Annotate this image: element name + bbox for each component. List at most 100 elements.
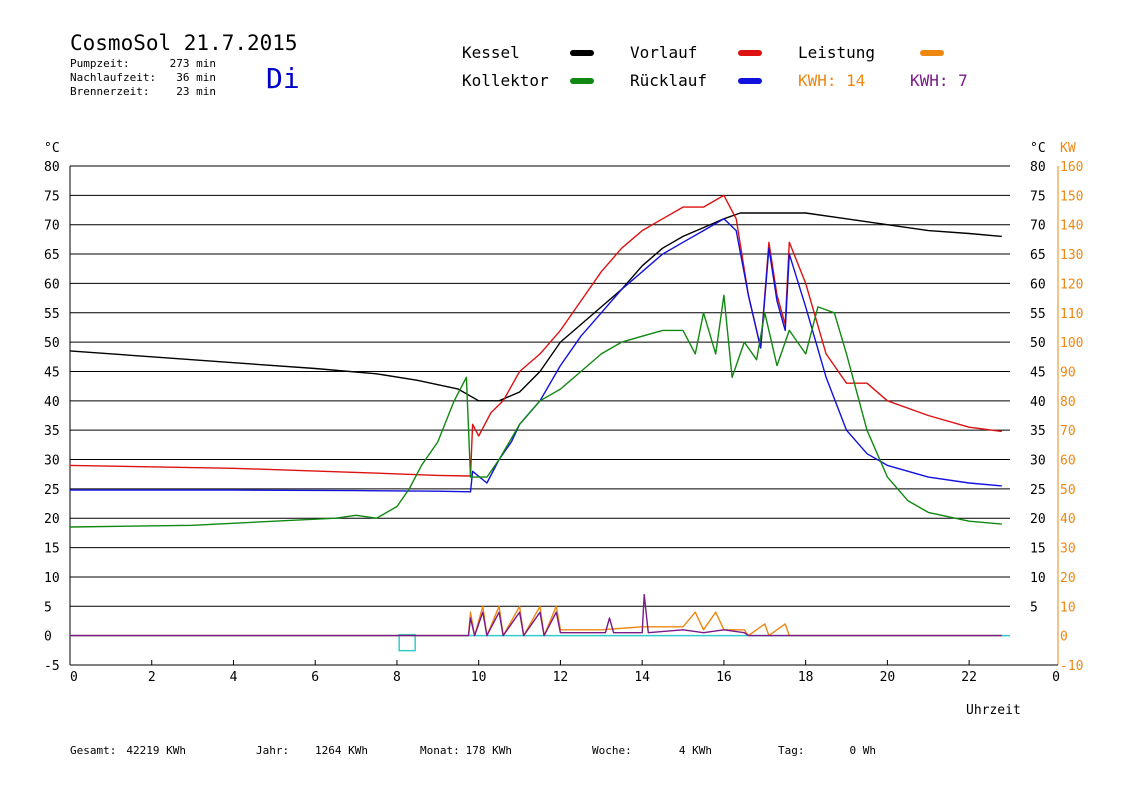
footer-value: 42219 KWh xyxy=(126,744,186,757)
y-tick-label-right-power: 150 xyxy=(1060,189,1083,204)
footer-label: Gesamt: xyxy=(70,744,116,757)
series-line-vorlauf xyxy=(69,194,1002,477)
y-tick-label-right-power: 110 xyxy=(1060,307,1083,322)
y-tick-label-right-power: 30 xyxy=(1060,542,1076,557)
y-tick-label-left: 5 xyxy=(44,600,52,615)
y-tick-label-right-power: 120 xyxy=(1060,277,1083,292)
x-tick-label: 12 xyxy=(553,670,569,685)
y-tick-label-right-power: 70 xyxy=(1060,424,1076,439)
y-tick-label-right-temp: 5 xyxy=(1030,600,1038,615)
footer-label: Woche: xyxy=(592,744,632,757)
y-tick-label-right-temp: 75 xyxy=(1030,189,1046,204)
y-tick-label-right-temp: 80 xyxy=(1030,160,1046,175)
y-tick-label-left: 25 xyxy=(44,483,60,498)
y-tick-label-right-temp: 20 xyxy=(1030,512,1046,527)
x-tick-label: 14 xyxy=(634,670,650,685)
x-tick-label: 0 xyxy=(1052,670,1060,685)
y-tick-label-right-power: 60 xyxy=(1060,454,1076,469)
y-tick-label-right-temp: 10 xyxy=(1030,571,1046,586)
stat-value: 23 min xyxy=(176,85,216,98)
legend-label: Vorlauf xyxy=(630,43,697,62)
x-tick-label: 0 xyxy=(70,670,78,685)
series-line-leistung xyxy=(70,605,1002,637)
y-tick-label-right-power: 90 xyxy=(1060,365,1076,380)
y-tick-label-right-temp: 65 xyxy=(1030,248,1046,263)
left-axis-unit: °C xyxy=(44,141,60,156)
right-axis-unit-temp: °C xyxy=(1030,141,1046,156)
y-tick-label-right-temp: 45 xyxy=(1030,365,1046,380)
y-tick-label-right-power: 10 xyxy=(1060,600,1076,615)
y-tick-label-left: 75 xyxy=(44,189,60,204)
x-tick-label: 16 xyxy=(716,670,732,685)
y-tick-label-right-power: 0 xyxy=(1060,630,1068,645)
y-tick-label-right-temp: 40 xyxy=(1030,395,1046,410)
legend-label: Kollektor xyxy=(462,71,549,90)
stat-value: 36 min xyxy=(176,71,216,84)
weekday-label: Di xyxy=(266,62,300,95)
y-tick-label-left: 45 xyxy=(44,365,60,380)
x-tick-label: 6 xyxy=(311,670,319,685)
footer-label: Tag: xyxy=(778,744,805,757)
x-tick-label: 8 xyxy=(393,670,401,685)
y-tick-label-right-temp: 70 xyxy=(1030,219,1046,234)
stat-label: Nachlaufzeit: xyxy=(70,71,156,84)
footer-value: 1264 KWh xyxy=(315,744,368,757)
stat-label: Pumpzeit: xyxy=(70,57,130,70)
y-tick-label-left: 60 xyxy=(44,277,60,292)
x-tick-label: 18 xyxy=(798,670,814,685)
y-tick-label-right-temp: 50 xyxy=(1030,336,1046,351)
footer-value: 4 KWh xyxy=(679,744,712,757)
x-tick-label: 2 xyxy=(148,670,156,685)
right-axis-unit-power: KW xyxy=(1060,141,1076,156)
footer-label: Monat: xyxy=(420,744,460,757)
x-tick-label: 22 xyxy=(961,670,977,685)
y-tick-label-right-power: 130 xyxy=(1060,248,1083,263)
y-tick-label-right-temp: 55 xyxy=(1030,307,1046,322)
y-tick-label-left: 80 xyxy=(44,160,60,175)
legend-label: Leistung xyxy=(798,43,875,62)
y-tick-label-left: 55 xyxy=(44,307,60,322)
stat-value: 273 min xyxy=(170,57,216,70)
stat-label: Brennerzeit: xyxy=(70,85,149,98)
y-tick-label-left: 15 xyxy=(44,542,60,557)
y-tick-label-right-temp: 15 xyxy=(1030,542,1046,557)
y-tick-label-left: -5 xyxy=(44,659,60,674)
x-axis-label: Uhrzeit xyxy=(966,703,1021,718)
series-line-kessel xyxy=(69,212,1002,402)
y-tick-label-right-power: 100 xyxy=(1060,336,1083,351)
page-title: CosmoSol 21.7.2015 xyxy=(70,31,298,55)
kwh-secondary-label: KWH: 7 xyxy=(910,71,968,90)
y-tick-label-right-temp: 35 xyxy=(1030,424,1046,439)
time-marker xyxy=(398,633,416,652)
y-tick-label-left: 35 xyxy=(44,424,60,439)
y-tick-label-left: 0 xyxy=(44,630,52,645)
y-tick-label-left: 65 xyxy=(44,248,60,263)
footer-label: Jahr: xyxy=(256,744,289,757)
y-tick-label-right-power: 20 xyxy=(1060,571,1076,586)
kwh-total-label: KWH: 14 xyxy=(798,71,865,90)
y-tick-label-left: 10 xyxy=(44,571,60,586)
series-line-kwh-7 xyxy=(70,593,1002,637)
y-tick-label-left: 40 xyxy=(44,395,60,410)
legend-label: Kessel xyxy=(462,43,520,62)
y-tick-label-left: 50 xyxy=(44,336,60,351)
series-line-kollektor xyxy=(69,294,1002,528)
y-tick-label-left: 70 xyxy=(44,219,60,234)
legend-label: Rücklauf xyxy=(630,71,707,90)
x-tick-label: 10 xyxy=(471,670,487,685)
y-tick-label-right-power: 50 xyxy=(1060,483,1076,498)
y-tick-label-right-power: 160 xyxy=(1060,160,1083,175)
y-tick-label-right-temp: 25 xyxy=(1030,483,1046,498)
y-tick-label-right-power: 40 xyxy=(1060,512,1076,527)
y-tick-label-right-temp: 60 xyxy=(1030,277,1046,292)
y-tick-label-right-power: 140 xyxy=(1060,219,1083,234)
series-line-r-cklauf xyxy=(70,218,1002,493)
footer-value: 178 KWh xyxy=(466,744,512,757)
x-tick-label: 4 xyxy=(230,670,238,685)
y-tick-label-left: 30 xyxy=(44,454,60,469)
y-tick-label-right-temp: 30 xyxy=(1030,454,1046,469)
y-tick-label-right-power: 80 xyxy=(1060,395,1076,410)
footer-value: 0 Wh xyxy=(850,744,877,757)
y-tick-label-right-power: -10 xyxy=(1060,659,1083,674)
